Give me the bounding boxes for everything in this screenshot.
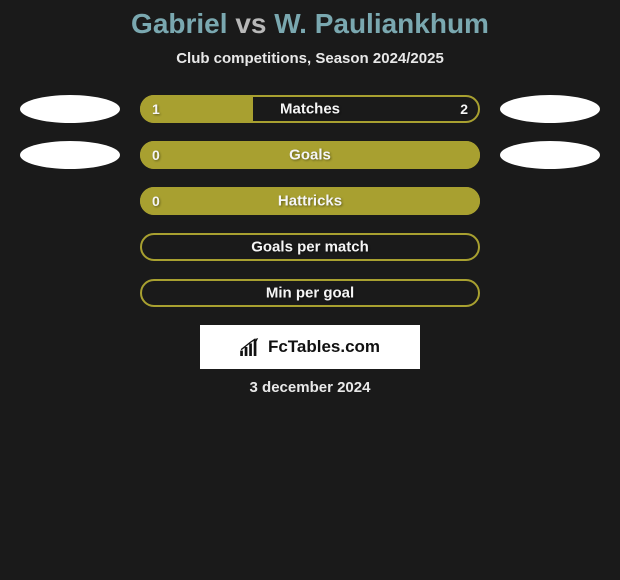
stat-label: Goals per match [251,239,369,256]
date-text: 3 december 2024 [0,379,620,396]
stat-rows: Matches 1 2 Goals 0 Hattricks 0 Goals per match… [0,95,620,307]
subtitle: Club competitions, Season 2024/2025 [0,50,620,67]
stat-value-left: 1 [152,101,160,117]
stat-bar: Goals per match [140,233,480,261]
branding-text: FcTables.com [268,337,380,357]
left-ellipse [20,233,120,261]
branding-box: FcTables.com [200,325,420,369]
chart-icon [240,338,262,356]
stat-label: Hattricks [278,193,342,210]
stat-row: Goals 0 [0,141,620,169]
stat-value-left: 0 [152,147,160,163]
title: Gabriel vs W. Pauliankhum [0,8,620,40]
left-ellipse [20,187,120,215]
right-ellipse [500,141,600,169]
stat-bar: Goals 0 [140,141,480,169]
vs-text: vs [235,8,266,39]
stat-value-left: 0 [152,193,160,209]
player1-name: Gabriel [131,8,227,39]
stat-row: Goals per match [0,233,620,261]
stat-label: Min per goal [266,285,354,302]
left-ellipse [20,141,120,169]
right-ellipse [500,187,600,215]
stat-value-right: 2 [460,101,468,117]
stat-row: Hattricks 0 [0,187,620,215]
player2-name: W. Pauliankhum [274,8,489,39]
stat-bar: Matches 1 2 [140,95,480,123]
stat-bar: Hattricks 0 [140,187,480,215]
comparison-card: Gabriel vs W. Pauliankhum Club competiti… [0,0,620,396]
stat-label: Goals [289,147,331,164]
stat-row: Min per goal [0,279,620,307]
left-ellipse [20,279,120,307]
left-ellipse [20,95,120,123]
stat-label: Matches [280,101,340,118]
right-ellipse [500,95,600,123]
stat-row: Matches 1 2 [0,95,620,123]
right-ellipse [500,233,600,261]
right-ellipse [500,279,600,307]
stat-bar: Min per goal [140,279,480,307]
